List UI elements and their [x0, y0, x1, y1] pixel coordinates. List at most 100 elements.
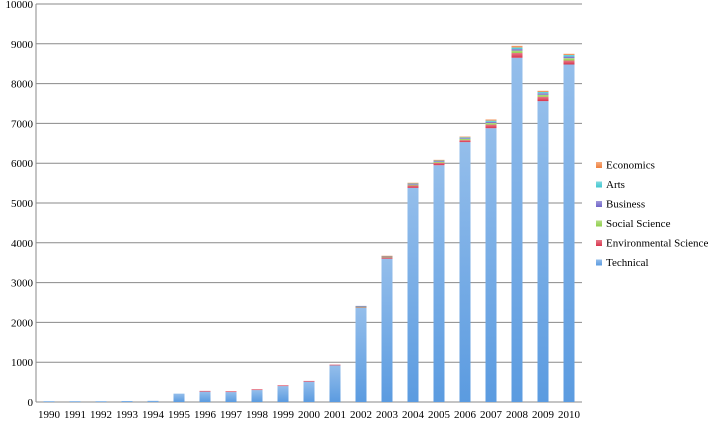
bar-segment-environmental-science [459, 140, 471, 143]
legend-item: Business [596, 199, 645, 211]
bar-segment-economics [459, 136, 471, 138]
bar-segment-technical [485, 128, 497, 402]
bar-segment-economics [511, 45, 523, 48]
bar-segment-arts [485, 120, 497, 122]
y-tick-label: 8000 [11, 79, 34, 91]
legend-label: Social Science [606, 218, 671, 230]
x-tick-label: 2005 [428, 409, 451, 421]
bar-segment-social-science [537, 94, 549, 97]
legend-swatch [596, 220, 602, 227]
bar-segment-business [407, 183, 419, 185]
bar-segment-technical [69, 401, 81, 402]
bar-segment-technical [251, 390, 263, 402]
bar-segment-business [485, 121, 497, 124]
bar-segment-business [355, 305, 367, 307]
gridlines [36, 3, 582, 363]
bar-segment-technical [563, 64, 575, 402]
x-tick-label: 1996 [194, 409, 217, 421]
legend-swatch [596, 259, 602, 266]
bar-segment-business [511, 48, 523, 51]
x-tick-label: 1998 [246, 409, 269, 421]
bar-segment-technical [121, 401, 133, 402]
y-tick-label: 10000 [6, 0, 34, 11]
bars [43, 45, 575, 402]
bar-segment-economics [537, 90, 549, 92]
y-tick-label: 9000 [11, 39, 34, 51]
bar-segment-business [459, 138, 471, 139]
bar-segment-technical [511, 57, 523, 402]
legend-item: Social Science [596, 218, 671, 230]
bar-segment-business [563, 56, 575, 59]
y-tick-label: 6000 [11, 158, 34, 170]
bar-segment-environmental-science [303, 380, 315, 382]
bar-segment-environmental-science [277, 385, 289, 387]
bar-segment-environmental-science [511, 52, 523, 58]
bar-segment-arts [537, 91, 549, 94]
bar-segment-economics [433, 159, 445, 161]
legend-swatch [596, 181, 602, 188]
x-tick-label: 1990 [38, 409, 61, 421]
x-tick-label: 2001 [324, 409, 346, 421]
bar-segment-arts [433, 160, 445, 162]
bar-segment-social-science [563, 58, 575, 61]
x-tick-label: 1995 [168, 409, 191, 421]
legend: Economics Arts Business Social Science Envir… [596, 160, 708, 269]
x-tick-label: 2006 [454, 409, 477, 421]
bar-segment-technical [173, 393, 185, 402]
bar-segment-technical [147, 400, 159, 402]
bar-segment-environmental-science [381, 257, 393, 259]
y-tick-label: 0 [28, 397, 34, 409]
bar-segment-social-science [459, 138, 471, 141]
x-tick-label: 1991 [64, 409, 86, 421]
bar-segment-environmental-science [433, 162, 445, 166]
y-tick-label: 2000 [11, 317, 34, 329]
bar-segment-technical [43, 401, 55, 402]
legend-item: Arts [596, 179, 625, 191]
bar-segment-technical [407, 187, 419, 402]
bar-segment-technical [381, 258, 393, 402]
bar-segment-environmental-science [563, 60, 575, 65]
bar-segment-social-science [433, 162, 445, 163]
bar-segment-economics [485, 119, 497, 121]
legend-item: Environmental Science [596, 238, 708, 250]
bar-segment-technical [459, 142, 471, 402]
bar-segment-economics [407, 182, 419, 184]
y-tick-label: 3000 [11, 278, 34, 290]
bar-segment-social-science [355, 306, 367, 308]
x-tick-label: 2010 [558, 409, 581, 421]
x-tick-label: 2000 [298, 409, 321, 421]
bar-segment-business [537, 93, 549, 95]
y-tick-label: 7000 [11, 118, 34, 130]
legend-swatch [596, 162, 602, 168]
bar-segment-technical [537, 101, 549, 402]
bar-segment-social-science [511, 50, 523, 53]
legend-label: Business [606, 199, 645, 211]
x-tick-label: 2003 [376, 409, 399, 421]
bar-segment-environmental-science [251, 389, 263, 391]
bar-segment-social-science [485, 123, 497, 125]
bar-segment-environmental-science [329, 364, 341, 366]
x-tick-label: 1997 [220, 409, 243, 421]
y-tick-label: 5000 [11, 198, 34, 210]
legend-label: Environmental Science [606, 238, 708, 250]
bar-segment-technical [199, 391, 211, 402]
bar-segment-arts [511, 47, 523, 49]
bar-segment-arts [459, 137, 471, 139]
bar-segment-social-science [407, 184, 419, 186]
bar-segment-environmental-science [407, 185, 419, 188]
bar-segment-arts [563, 54, 575, 57]
bar-segment-environmental-science [199, 390, 211, 392]
bar-segment-technical [277, 386, 289, 402]
bar-segment-technical [355, 307, 367, 402]
bar-segment-technical [303, 381, 315, 402]
y-tick-label: 4000 [11, 238, 34, 250]
x-tick-label: 1993 [116, 409, 139, 421]
legend-swatch [596, 201, 602, 207]
y-tick-label: 1000 [11, 357, 34, 369]
x-tick-label: 2007 [480, 409, 503, 421]
legend-item: Economics [596, 160, 655, 172]
x-tick-label: 1992 [90, 409, 112, 421]
legend-item: Technical [596, 257, 649, 269]
